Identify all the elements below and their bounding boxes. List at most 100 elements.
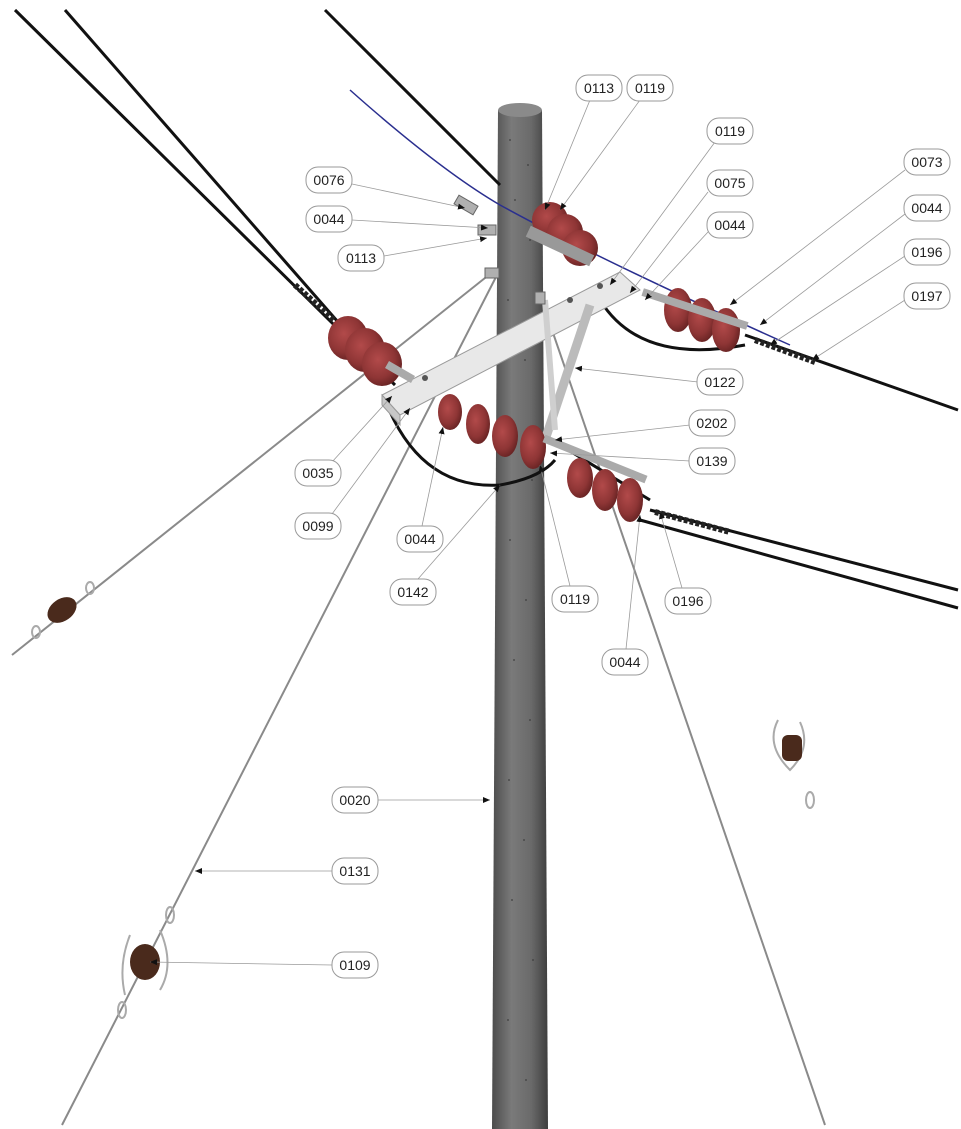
callout-label-text: 0119 bbox=[560, 591, 590, 607]
insulator-lower-right bbox=[542, 434, 648, 522]
callout-label-box bbox=[706, 211, 754, 239]
callout-0119: 0119 bbox=[559, 74, 674, 211]
callout-label-text: 0142 bbox=[397, 584, 428, 600]
callout-0196: 0196 bbox=[769, 238, 951, 346]
callout-label-box bbox=[696, 368, 744, 396]
callout-0044: 0044 bbox=[396, 426, 445, 553]
callout-0073: 0073 bbox=[729, 148, 951, 306]
callout-leader-line bbox=[331, 407, 411, 515]
callout-leader-line bbox=[351, 183, 466, 210]
conductor-right-upper bbox=[744, 333, 959, 412]
callout-leader-line bbox=[644, 231, 709, 301]
strain-insulator-front-left bbox=[117, 906, 175, 1019]
callout-label-text: 0131 bbox=[339, 863, 370, 879]
callout-leader-line bbox=[421, 426, 445, 527]
callout-leader-line bbox=[625, 514, 643, 650]
insulator-right bbox=[641, 288, 749, 352]
callout-leader-line bbox=[417, 484, 501, 580]
callout-0202: 0202 bbox=[554, 409, 736, 443]
callout-0020: 0020 bbox=[331, 786, 490, 814]
callout-leader-line bbox=[351, 219, 489, 231]
callout-label-text: 0119 bbox=[635, 80, 665, 96]
callout-0113: 0113 bbox=[544, 74, 623, 211]
callout-label-text: 0044 bbox=[404, 531, 435, 547]
callout-0044: 0044 bbox=[305, 205, 489, 233]
conductors bbox=[13, 8, 959, 610]
callout-label-box bbox=[331, 857, 379, 885]
callout-0142: 0142 bbox=[389, 484, 501, 606]
callout-0119: 0119 bbox=[538, 464, 599, 613]
callout-label-text: 0122 bbox=[704, 374, 735, 390]
callout-0197: 0197 bbox=[811, 282, 951, 361]
concrete-pole bbox=[492, 103, 548, 1129]
callout-0044: 0044 bbox=[601, 514, 649, 676]
callout-label-box bbox=[601, 648, 649, 676]
callout-label-text: 0073 bbox=[911, 154, 942, 170]
callout-leader-line bbox=[811, 299, 906, 361]
callout-label-box bbox=[626, 74, 674, 102]
callout-label-box bbox=[903, 148, 951, 176]
callout-0139: 0139 bbox=[549, 447, 736, 475]
callout-leader-line bbox=[629, 191, 709, 294]
callout-0113: 0113 bbox=[337, 236, 488, 272]
callouts: 0113 0119 0119 0076 0075 0073 0044 0044 0044 0113… bbox=[149, 74, 951, 979]
callout-0099: 0099 bbox=[294, 407, 411, 540]
callout-label-text: 0035 bbox=[302, 465, 333, 481]
callout-label-box bbox=[305, 205, 353, 233]
callout-leader-line bbox=[659, 511, 683, 589]
callout-leader-line bbox=[609, 141, 716, 286]
callout-leader-line bbox=[759, 213, 906, 326]
blue-wire bbox=[349, 89, 791, 346]
insulators bbox=[328, 202, 749, 522]
callout-label-box bbox=[706, 117, 754, 145]
callout-label-box bbox=[551, 585, 599, 613]
insulator-left bbox=[328, 316, 415, 386]
callout-label-box bbox=[903, 282, 951, 310]
callout-leader-line bbox=[331, 395, 393, 463]
conductor-top-back bbox=[323, 8, 502, 187]
callout-label-box bbox=[396, 525, 444, 553]
callout-label-box bbox=[575, 74, 623, 102]
callout-label-box bbox=[664, 587, 712, 615]
callout-label-box bbox=[706, 169, 754, 197]
callout-label-text: 0044 bbox=[313, 211, 344, 227]
callout-label-box bbox=[688, 409, 736, 437]
conductor-right-lower-1 bbox=[649, 508, 959, 592]
guy-wire-front-right bbox=[539, 294, 826, 1126]
callout-0131: 0131 bbox=[195, 857, 379, 885]
callout-leader-line bbox=[729, 169, 906, 306]
callout-label-text: 0109 bbox=[339, 957, 370, 973]
callout-0075: 0075 bbox=[629, 169, 754, 294]
callout-label-text: 0044 bbox=[609, 654, 640, 670]
callout-label-box bbox=[903, 194, 951, 222]
callout-label-text: 0020 bbox=[339, 792, 370, 808]
callout-0044: 0044 bbox=[759, 194, 951, 326]
callout-leader-line bbox=[559, 99, 641, 211]
callout-leader-line bbox=[149, 959, 333, 966]
callout-label-text: 0202 bbox=[696, 415, 727, 431]
callout-leader-line bbox=[769, 255, 906, 346]
callout-leader-line bbox=[538, 464, 571, 587]
conductor-right-lower-2 bbox=[639, 518, 959, 610]
callout-0076: 0076 bbox=[305, 166, 466, 210]
callout-0109: 0109 bbox=[149, 951, 379, 979]
strain-insulator-front-right bbox=[772, 719, 815, 809]
callout-0122: 0122 bbox=[574, 365, 744, 396]
callout-0119: 0119 bbox=[609, 117, 754, 286]
insulator-lower-left bbox=[438, 394, 546, 469]
callout-leader-line bbox=[574, 365, 699, 383]
guy-wire-front-left bbox=[61, 274, 498, 1126]
conductor-left-inner bbox=[63, 9, 347, 331]
callout-label-box bbox=[331, 786, 379, 814]
callout-label-text: 0113 bbox=[584, 80, 614, 96]
callout-label-text: 0076 bbox=[313, 172, 344, 188]
callout-label-box bbox=[337, 244, 385, 272]
callout-leader-line bbox=[549, 450, 691, 462]
callout-leader-line bbox=[554, 424, 691, 443]
callout-label-box bbox=[389, 578, 437, 606]
callout-label-text: 0196 bbox=[672, 593, 703, 609]
callout-label-box bbox=[294, 459, 342, 487]
callout-label-box bbox=[331, 951, 379, 979]
callout-0035: 0035 bbox=[294, 395, 393, 487]
